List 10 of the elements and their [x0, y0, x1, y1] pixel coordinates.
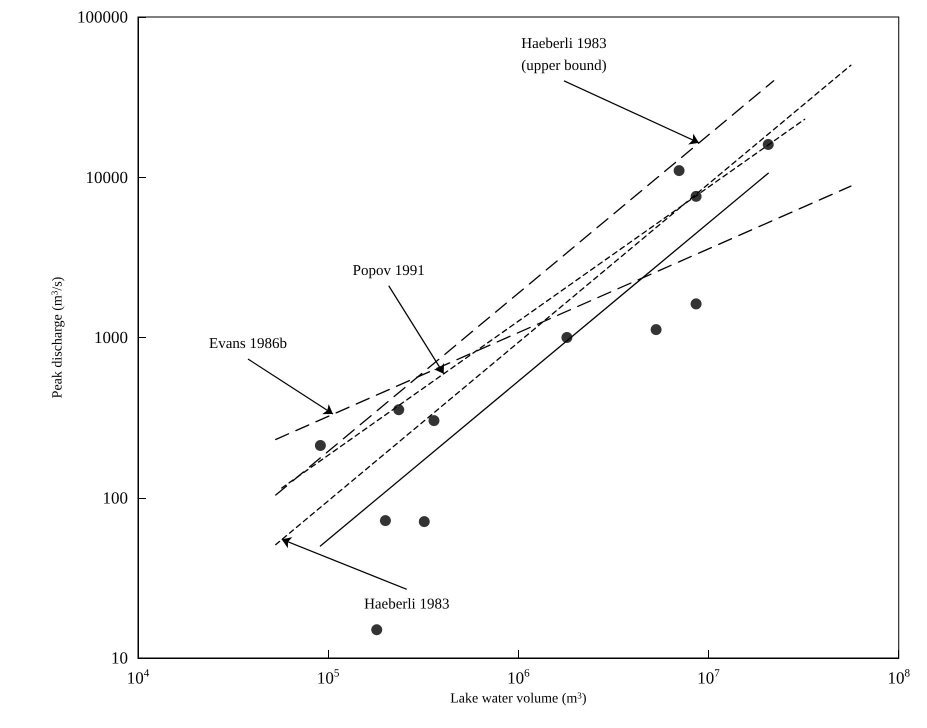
- y-axis-title: Peak discharge (m3/s): [50, 276, 66, 398]
- y-tick-label: 10000: [86, 168, 128, 187]
- annotation: Popov 1991: [352, 262, 425, 279]
- annotation: Haeberli 1983: [364, 596, 450, 612]
- annotation: Evans 1986b: [209, 336, 287, 352]
- annotation: Haeberli 1983 (upper bound): [521, 36, 607, 74]
- y-tick-label: 100000: [77, 8, 128, 26]
- y-tick-label: 1000: [94, 328, 128, 347]
- y-tick-label: 10: [111, 648, 128, 668]
- y-tick-label: 100: [102, 488, 128, 508]
